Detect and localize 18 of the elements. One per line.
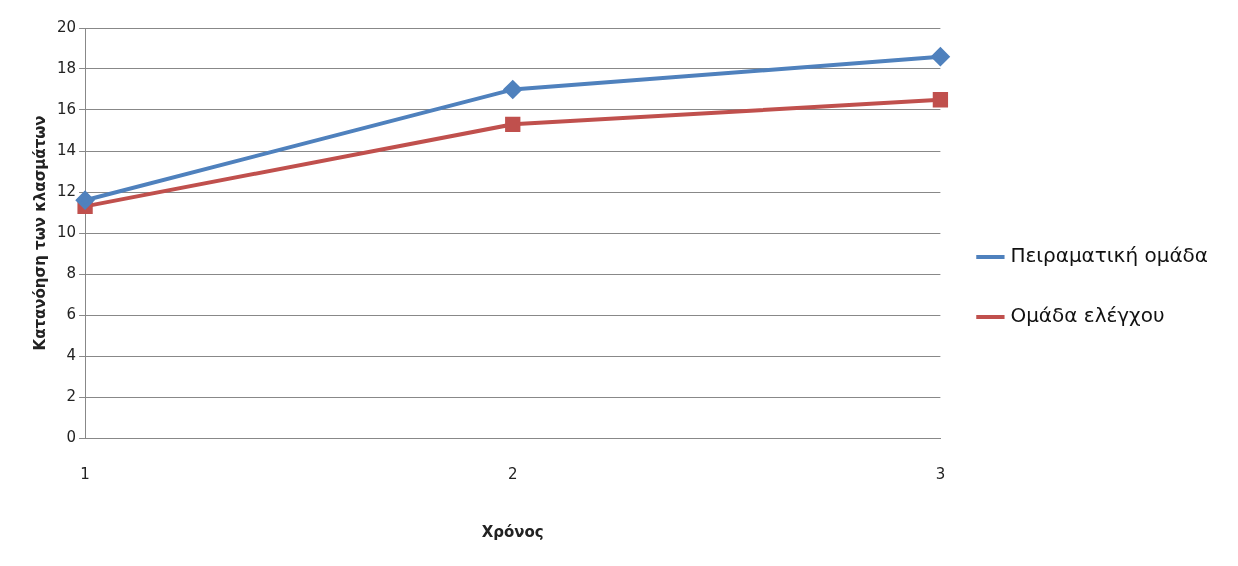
y-axis-title: Κατανόηση των κλασμάτων [30,115,49,351]
x-axis-title: Χρόνος [481,522,544,541]
x-tick-label: 2 [507,464,518,483]
y-tick-label: 6 [66,304,77,323]
x-tick-label: 1 [80,464,90,483]
legend-label: Ομάδα ελέγχου [1010,303,1165,328]
y-tick-label: 8 [66,263,77,282]
y-tick-label: 16 [56,99,77,118]
y-tick-label: 14 [56,140,77,159]
legend-label: Πειραματική ομάδα [1010,243,1209,268]
y-tick-label: 10 [56,222,77,241]
y-tick-label: 2 [66,386,77,405]
y-tick-label: 4 [66,345,77,364]
y-tick-label: 12 [56,181,77,200]
x-tick-label: 3 [935,464,946,483]
y-tick-label: 18 [56,58,77,77]
y-tick-label: 0 [66,427,77,446]
y-tick-label: 20 [56,17,77,36]
